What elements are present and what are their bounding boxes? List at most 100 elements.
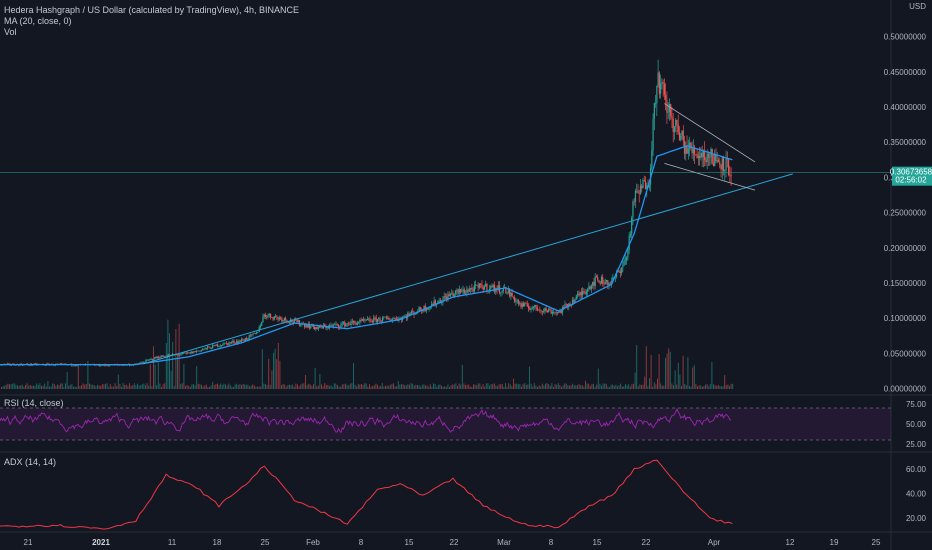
candle-body [589,286,591,290]
candle-body [663,83,665,95]
volume-bar [562,385,564,389]
candle-body [327,327,330,328]
volume-bar [527,384,529,389]
volume-bar [93,385,95,389]
candle-body [108,365,111,367]
volume-bar [565,383,567,389]
volume-bar [402,384,404,389]
candle-body [471,287,473,290]
volume-bar [73,386,74,389]
candle-body [321,326,323,329]
volume-bar [311,385,313,389]
volume-bar [23,386,25,389]
candle-body [505,287,507,294]
volume-bar [639,384,641,389]
volume-bar [301,383,303,389]
candle-body [651,150,653,169]
candle-body [485,283,487,287]
price-tick-label: 0.35000000 [884,138,927,147]
volume-bar [660,383,662,389]
volume-bar [29,384,31,389]
volume-bar [108,386,110,389]
volume-bar [151,386,153,389]
volume-bar [540,386,542,389]
candle-body [386,318,389,319]
volume-bar [369,384,370,389]
volume-bar [269,384,271,389]
volume-bar [183,364,185,389]
candle-body [423,305,425,312]
candle-body [594,276,596,286]
volume-bar [13,383,15,389]
candle-body [481,284,483,288]
volume-bar [159,383,161,389]
volume-bar [202,386,204,389]
time-tick-label: 19 [830,538,839,547]
candle-body [361,319,363,321]
volume-bar [217,383,218,389]
candle-body [725,158,727,171]
candle-body [403,316,405,318]
volume-bar [546,383,548,389]
volume-bar [127,385,129,389]
candle-body [404,315,406,317]
candle-body [476,284,478,286]
candle-body [483,286,486,290]
candle-body [694,147,696,155]
candle-body [661,82,663,84]
candle-body [444,296,447,297]
candle-body [393,318,395,319]
candle-body [578,293,580,296]
volume-bar [180,384,182,389]
candle-body [262,316,264,323]
candle-body [380,321,382,322]
volume-bar [401,384,402,389]
volume-bar [601,385,602,389]
volume-bar [372,385,374,389]
volume-bar [103,384,105,389]
candle-body [628,235,630,251]
volume-bar [634,372,636,389]
candle-body [690,142,692,149]
time-tick-label: 11 [168,538,177,547]
candle-body [579,292,581,296]
volume-bar [125,384,127,389]
candle-body [478,283,481,288]
volume-bar [113,386,114,389]
volume-bar [188,385,190,389]
candle-body [296,320,298,323]
candle-body [709,157,711,158]
candle-body [627,250,629,258]
price-tick-label: 0.05000000 [884,349,927,358]
candle-body [546,310,548,312]
candle-body [486,283,488,291]
volume-bar [570,385,572,389]
volume-bar [445,386,447,389]
candle-body [239,340,241,342]
candle-body [146,359,148,361]
volume-bar [418,385,420,389]
volume-bar [421,384,423,389]
candle-body [501,291,503,293]
candle-body [654,103,657,104]
candle-body [691,148,693,154]
volume-bar [140,385,142,389]
volume-bar [81,385,82,389]
candle-body [517,300,520,304]
candle-body [155,357,157,358]
volume-bar [437,384,439,389]
volume-bar [476,385,478,389]
candle-body [287,322,289,323]
volume-bar [255,386,257,389]
volume-bar [641,385,642,389]
volume-bar [137,383,138,389]
candle-body [706,153,708,163]
candle-body [496,288,498,290]
volume-bar [290,385,292,389]
candle-body [307,324,309,328]
candle-body [178,354,180,356]
volume-bar [653,382,655,389]
volume-bar [197,383,199,389]
time-tick-label: 22 [642,538,651,547]
